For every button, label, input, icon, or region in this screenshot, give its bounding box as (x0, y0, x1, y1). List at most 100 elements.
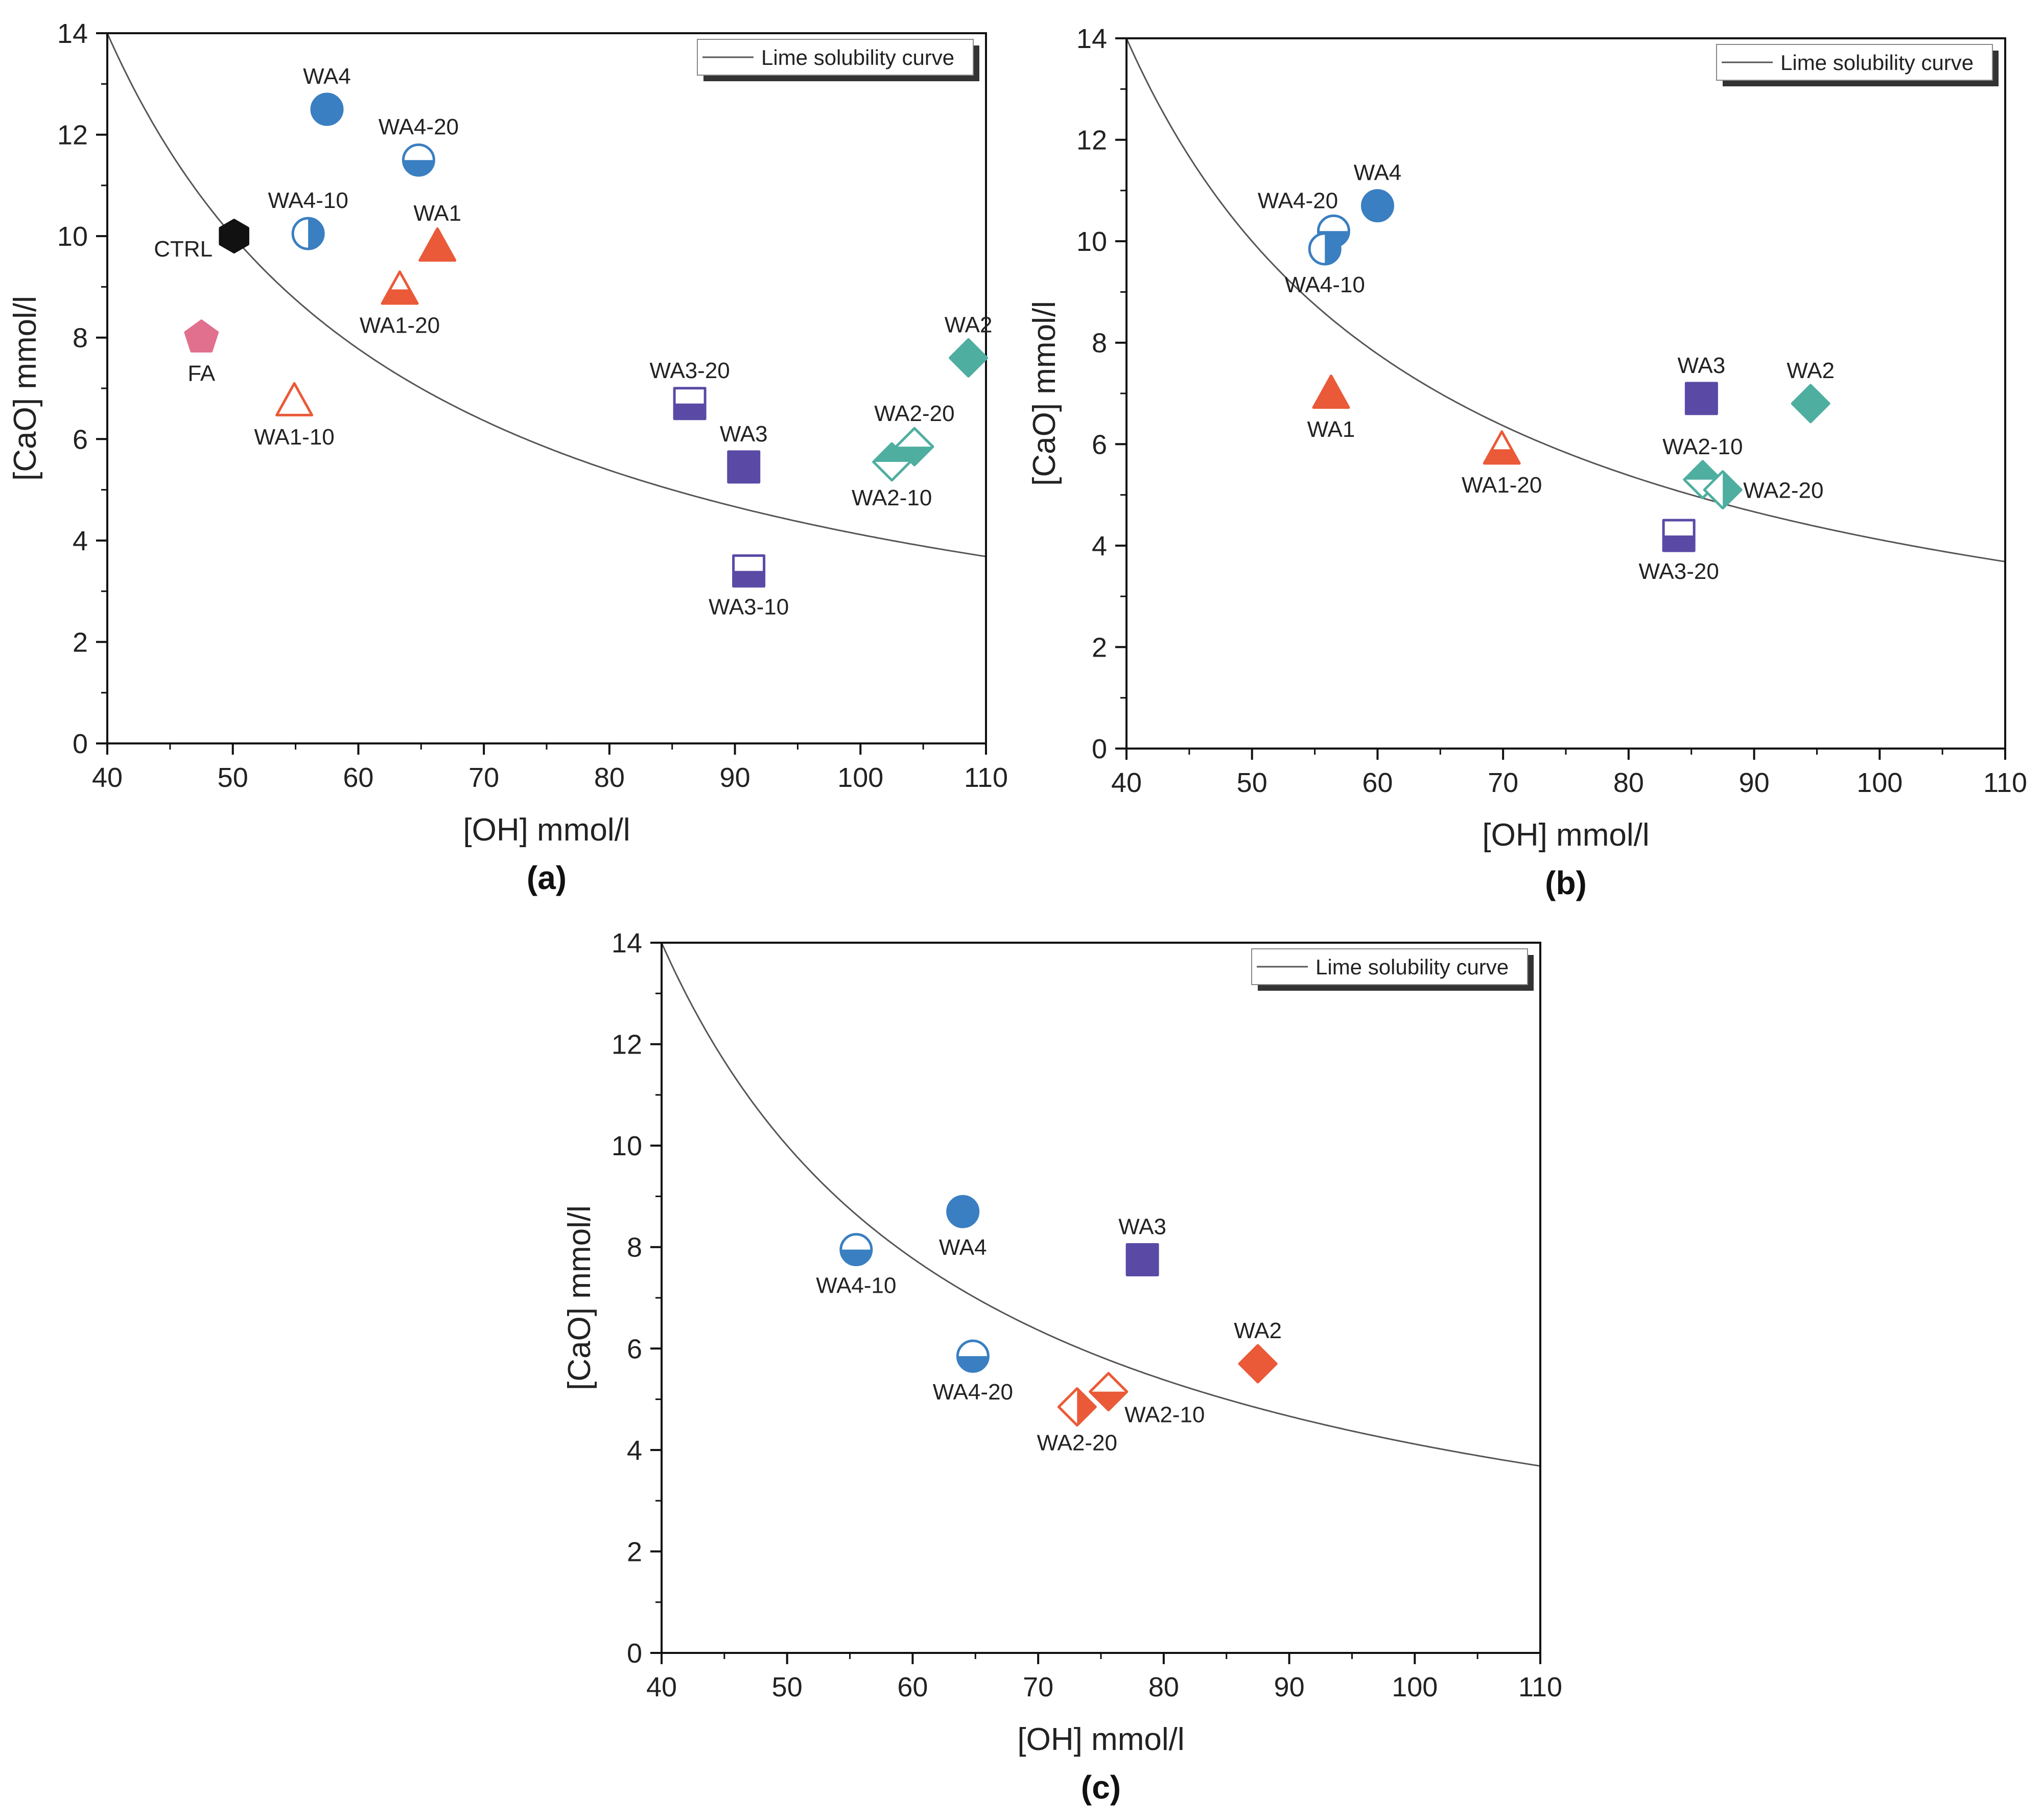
y-tick-label: 2 (73, 627, 88, 658)
point-label: WA4-10 (1285, 272, 1365, 297)
y-tick-label: 0 (1092, 734, 1107, 764)
y-tick-label: 6 (627, 1334, 642, 1364)
point-label: WA4-20 (379, 114, 459, 139)
data-point: CTRL (154, 219, 249, 262)
point-label: WA2-20 (874, 401, 954, 426)
y-tick-label: 10 (612, 1131, 642, 1161)
point-label: WA2-10 (1662, 434, 1743, 459)
x-axis-title: [OH] mmol/l (463, 812, 630, 848)
x-tick-label: 100 (837, 762, 883, 793)
x-tick-label: 110 (964, 762, 1008, 793)
x-tick-label: 110 (1983, 767, 2027, 798)
y-axis-title: [CaO] mmol/l (8, 296, 43, 481)
y-tick-label: 4 (73, 526, 88, 556)
legend-label: Lime solubility curve (761, 45, 954, 69)
data-point: WA1-10 (254, 382, 335, 450)
marker-wa2 (949, 338, 989, 378)
marker-wa3-20 (1662, 519, 1696, 552)
x-tick-label: 40 (1111, 767, 1142, 798)
x-axis-title: [OH] mmol/l (1482, 818, 1649, 853)
marker-wa2 (1791, 384, 1830, 424)
data-point: WA4 (939, 1195, 987, 1260)
legend-label: Lime solubility curve (1316, 955, 1509, 979)
y-tick-label: 14 (612, 928, 642, 959)
point-label: WA3 (1118, 1215, 1166, 1240)
y-tick-label: 0 (73, 729, 88, 759)
point-label: WA3 (720, 422, 768, 447)
data-point: WA3-20 (1638, 519, 1719, 584)
point-label: WA2-20 (1743, 478, 1823, 503)
point-label: WA4-10 (268, 188, 348, 213)
y-axis-title: [CaO] mmol/l (1027, 301, 1062, 486)
y-tick-label: 6 (1092, 429, 1107, 460)
data-point: WA2-20 (1703, 470, 1823, 510)
legend-label: Lime solubility curve (1780, 51, 1974, 75)
data-point: WA2-10 (1089, 1372, 1205, 1428)
panel-letter: (b) (1545, 865, 1587, 901)
x-tick-label: 40 (92, 762, 123, 793)
data-point: WA4-20 (379, 114, 459, 177)
x-tick-label: 50 (772, 1672, 803, 1702)
marker-wa4-10 (291, 217, 325, 250)
marker-wa3 (727, 450, 761, 484)
y-tick-label: 2 (627, 1536, 642, 1567)
data-point: WA1-20 (360, 270, 440, 338)
marker-wa1-20 (1483, 430, 1521, 465)
data-point: FA (184, 319, 219, 386)
y-tick-label: 8 (73, 323, 88, 354)
point-label: WA2-10 (1124, 1403, 1205, 1428)
data-point: WA3-20 (649, 358, 730, 421)
marker-wa2-20 (1703, 470, 1743, 510)
x-tick-label: 60 (897, 1672, 928, 1702)
chart-panel-1: 40 50 60 70 80 90 100 110 0 2 4 6 8 10 12 14 [OH] mmol/l… (8, 18, 1008, 896)
marker-wa4-10 (1308, 232, 1342, 266)
marker-wa4-10 (839, 1233, 873, 1267)
marker-wa3 (1125, 1243, 1159, 1277)
data-point: WA1 (1307, 375, 1355, 442)
data-point: WA2-10 (1662, 434, 1743, 500)
marker-wa4-20 (956, 1339, 990, 1373)
data-point: WA4 (1354, 160, 1401, 223)
point-label: WA2 (1787, 358, 1835, 383)
legend: Lime solubility curve (1716, 44, 1999, 86)
point-label: WA3-10 (709, 594, 789, 619)
point-label: WA1 (1307, 417, 1355, 442)
x-tick-label: 90 (1739, 767, 1770, 798)
marker-wa4-20 (402, 143, 435, 177)
y-tick-label: 6 (73, 424, 88, 455)
point-label: WA3 (1678, 353, 1726, 378)
y-tick-label: 8 (1092, 328, 1107, 359)
chart-panel-2: 40 50 60 70 80 90 100 110 0 2 4 6 8 10 12 14 [OH] mmol/l… (1027, 24, 2027, 901)
point-label: WA1-20 (360, 313, 440, 338)
y-tick-label: 12 (57, 120, 88, 151)
marker-wa2-10 (1089, 1372, 1129, 1412)
data-point: WA4-10 (1285, 232, 1365, 297)
y-tick-label: 2 (1092, 632, 1107, 663)
x-tick-label: 90 (1274, 1672, 1305, 1702)
data-point: WA2 (945, 312, 993, 378)
marker-wa1 (418, 227, 457, 262)
marker-wa1-10 (275, 382, 314, 416)
data-point: WA4-20 (933, 1339, 1013, 1405)
data-point: WA3-10 (709, 554, 789, 619)
marker-wa4 (1360, 189, 1394, 223)
x-tick-label: 50 (218, 762, 248, 793)
point-label: WA1-20 (1462, 473, 1542, 498)
x-tick-label: 70 (1488, 767, 1518, 798)
point-label: WA2 (945, 312, 993, 337)
data-point: WA3 (1678, 353, 1726, 415)
y-tick-label: 10 (57, 221, 88, 252)
y-tick-label: 12 (612, 1030, 642, 1060)
marker-wa4 (946, 1195, 980, 1228)
x-tick-label: 80 (1148, 1672, 1179, 1702)
x-tick-label: 90 (720, 762, 750, 793)
y-tick-label: 8 (627, 1232, 642, 1263)
marker-wa4 (310, 92, 344, 126)
x-tick-label: 110 (1518, 1672, 1562, 1702)
marker-ctrl (219, 219, 249, 254)
legend: Lime solubility curve (697, 39, 979, 81)
x-tick-label: 60 (1362, 767, 1393, 798)
point-label: WA1 (413, 201, 461, 226)
data-point: WA2 (1787, 358, 1835, 424)
